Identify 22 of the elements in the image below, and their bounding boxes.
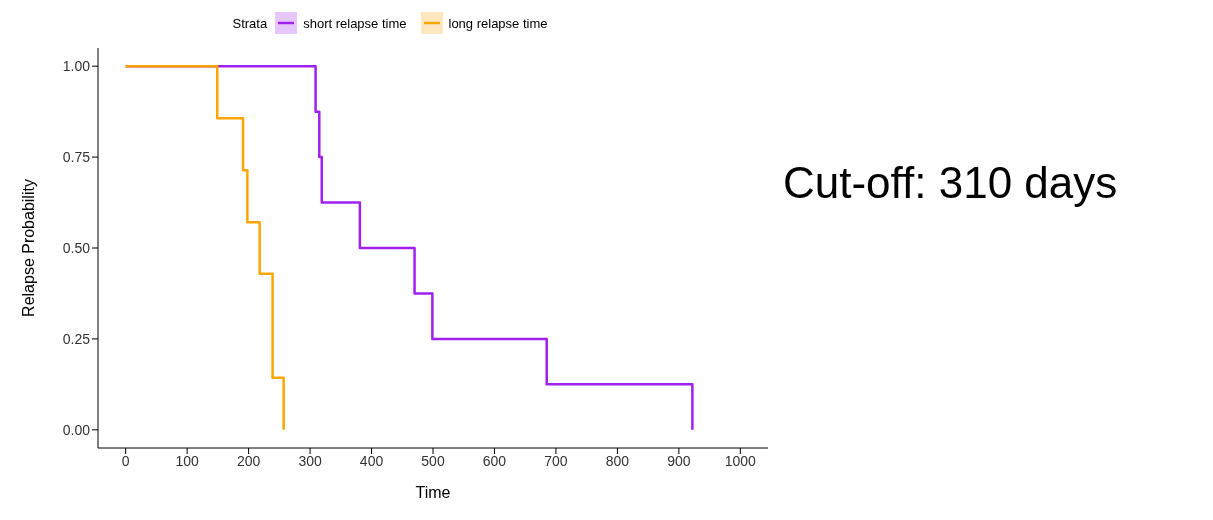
x-tick-label: 600 <box>482 452 507 469</box>
legend-label: long relapse time <box>448 15 548 31</box>
y-axis-title: Relapse Probability <box>19 179 37 317</box>
x-tick-label: 1000 <box>724 452 757 469</box>
x-tick-label: 0 <box>121 452 130 469</box>
x-tick-label: 300 <box>298 452 322 469</box>
x-axis-title: Time <box>415 484 451 501</box>
x-tick-label: 700 <box>544 452 568 469</box>
x-tick-label: 400 <box>359 452 384 469</box>
legend-label: short relapse time <box>303 15 407 31</box>
y-tick-label: 0.25 <box>62 330 91 347</box>
text: Cut-off: 310 days <box>783 158 1118 208</box>
legend-title: Strata <box>232 15 268 31</box>
x-tick-label: 500 <box>421 452 445 469</box>
y-tick-label: 0.00 <box>62 421 91 438</box>
y-tick-label: 1.00 <box>62 58 91 75</box>
x-tick-label: 200 <box>236 452 261 469</box>
y-tick-label: 0.75 <box>62 149 91 166</box>
x-tick-label: 800 <box>605 452 630 469</box>
x-tick-label: 100 <box>175 452 200 469</box>
x-tick-label: 900 <box>667 452 691 469</box>
y-tick-label: 0.50 <box>62 239 91 256</box>
